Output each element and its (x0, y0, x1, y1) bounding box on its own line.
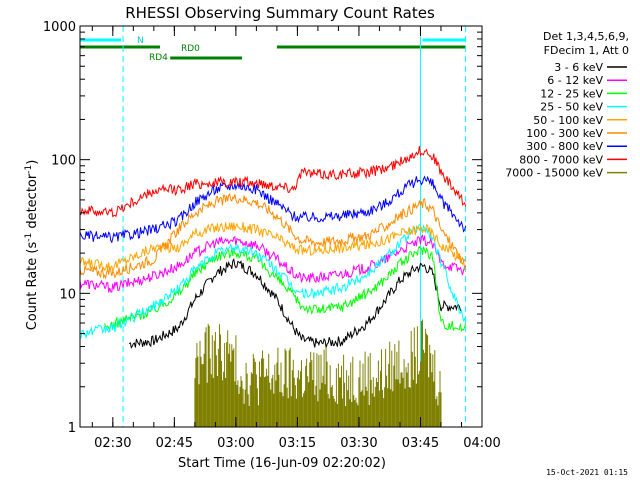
flag-label-n: N (137, 36, 144, 46)
y-label-part1: Count Rate (s (25, 242, 40, 331)
x-tick-label-1: 02:45 (156, 436, 193, 451)
x-axis-label: Start Time (16-Jun-09 02:20:02) (178, 456, 386, 471)
y-axis-label: Count Rate (s-1 detector-1) (24, 160, 40, 331)
legend-label-8: 7000 - 15000 keV (505, 167, 603, 180)
plot-frame (79, 25, 483, 428)
series-line-4 (79, 222, 466, 274)
y-tick-label-1: 10 (59, 287, 76, 302)
legend-label-6: 300 - 800 keV (526, 140, 603, 153)
flag-label-rd0: RD0 (181, 44, 200, 54)
legend-label-5: 100 - 300 keV (526, 127, 603, 140)
y-tick-label-3: 1000 (43, 20, 76, 35)
legend-header-1: FDecim 1, Att 0 (544, 44, 629, 57)
x-tick-label-5: 03:45 (402, 436, 439, 451)
series-line-6 (79, 175, 467, 244)
series-line-2 (104, 245, 467, 333)
legend-label-4: 50 - 100 keV (533, 114, 603, 127)
series-line-1 (79, 234, 467, 293)
series-line-7 (79, 146, 467, 218)
x-tick-label-3: 03:15 (279, 436, 316, 451)
legend-label-0: 3 - 6 keV (554, 61, 603, 74)
legend-label-2: 12 - 25 keV (540, 87, 603, 100)
y-label-sup1: -1 (24, 233, 34, 242)
legend-label-3: 25 - 50 keV (540, 101, 603, 114)
legend-label-1: 6 - 12 keV (547, 74, 603, 87)
plot-area: N RD0 RD4 (79, 26, 467, 427)
y-label-sup2: -1 (24, 165, 34, 174)
series-line-0 (128, 257, 462, 349)
series-line-3 (79, 224, 467, 339)
x-tick-label-2: 03:00 (217, 436, 254, 451)
footer-timestamp: 15-Oct-2021 01:15 (546, 468, 628, 477)
legend-header-0: Det 1,3,4,5,6,9, (543, 30, 629, 43)
x-tick-label-4: 03:30 (340, 436, 377, 451)
legend: Det 1,3,4,5,6,9,FDecim 1, Att 0 3 - 6 keV… (505, 30, 629, 180)
y-tick-label-2: 100 (51, 154, 76, 169)
axes: 1 10 100 1000 02:30 02:45 03:00 03:15 03:30 03:45… (43, 20, 501, 451)
chart-title: RHESSI Observing Summary Count Rates (125, 4, 435, 22)
y-tick-label-0: 1 (68, 421, 76, 436)
x-tick-label-6: 04:00 (463, 436, 500, 451)
x-tick-label-0: 02:30 (94, 436, 131, 451)
flag-label-rd4: RD4 (149, 53, 168, 63)
legend-label-7: 800 - 7000 keV (519, 153, 603, 166)
y-label-part3: ) (25, 160, 40, 165)
y-label-part2: detector (25, 173, 40, 233)
series-line-5 (79, 192, 466, 280)
series-line-8 (194, 319, 442, 427)
